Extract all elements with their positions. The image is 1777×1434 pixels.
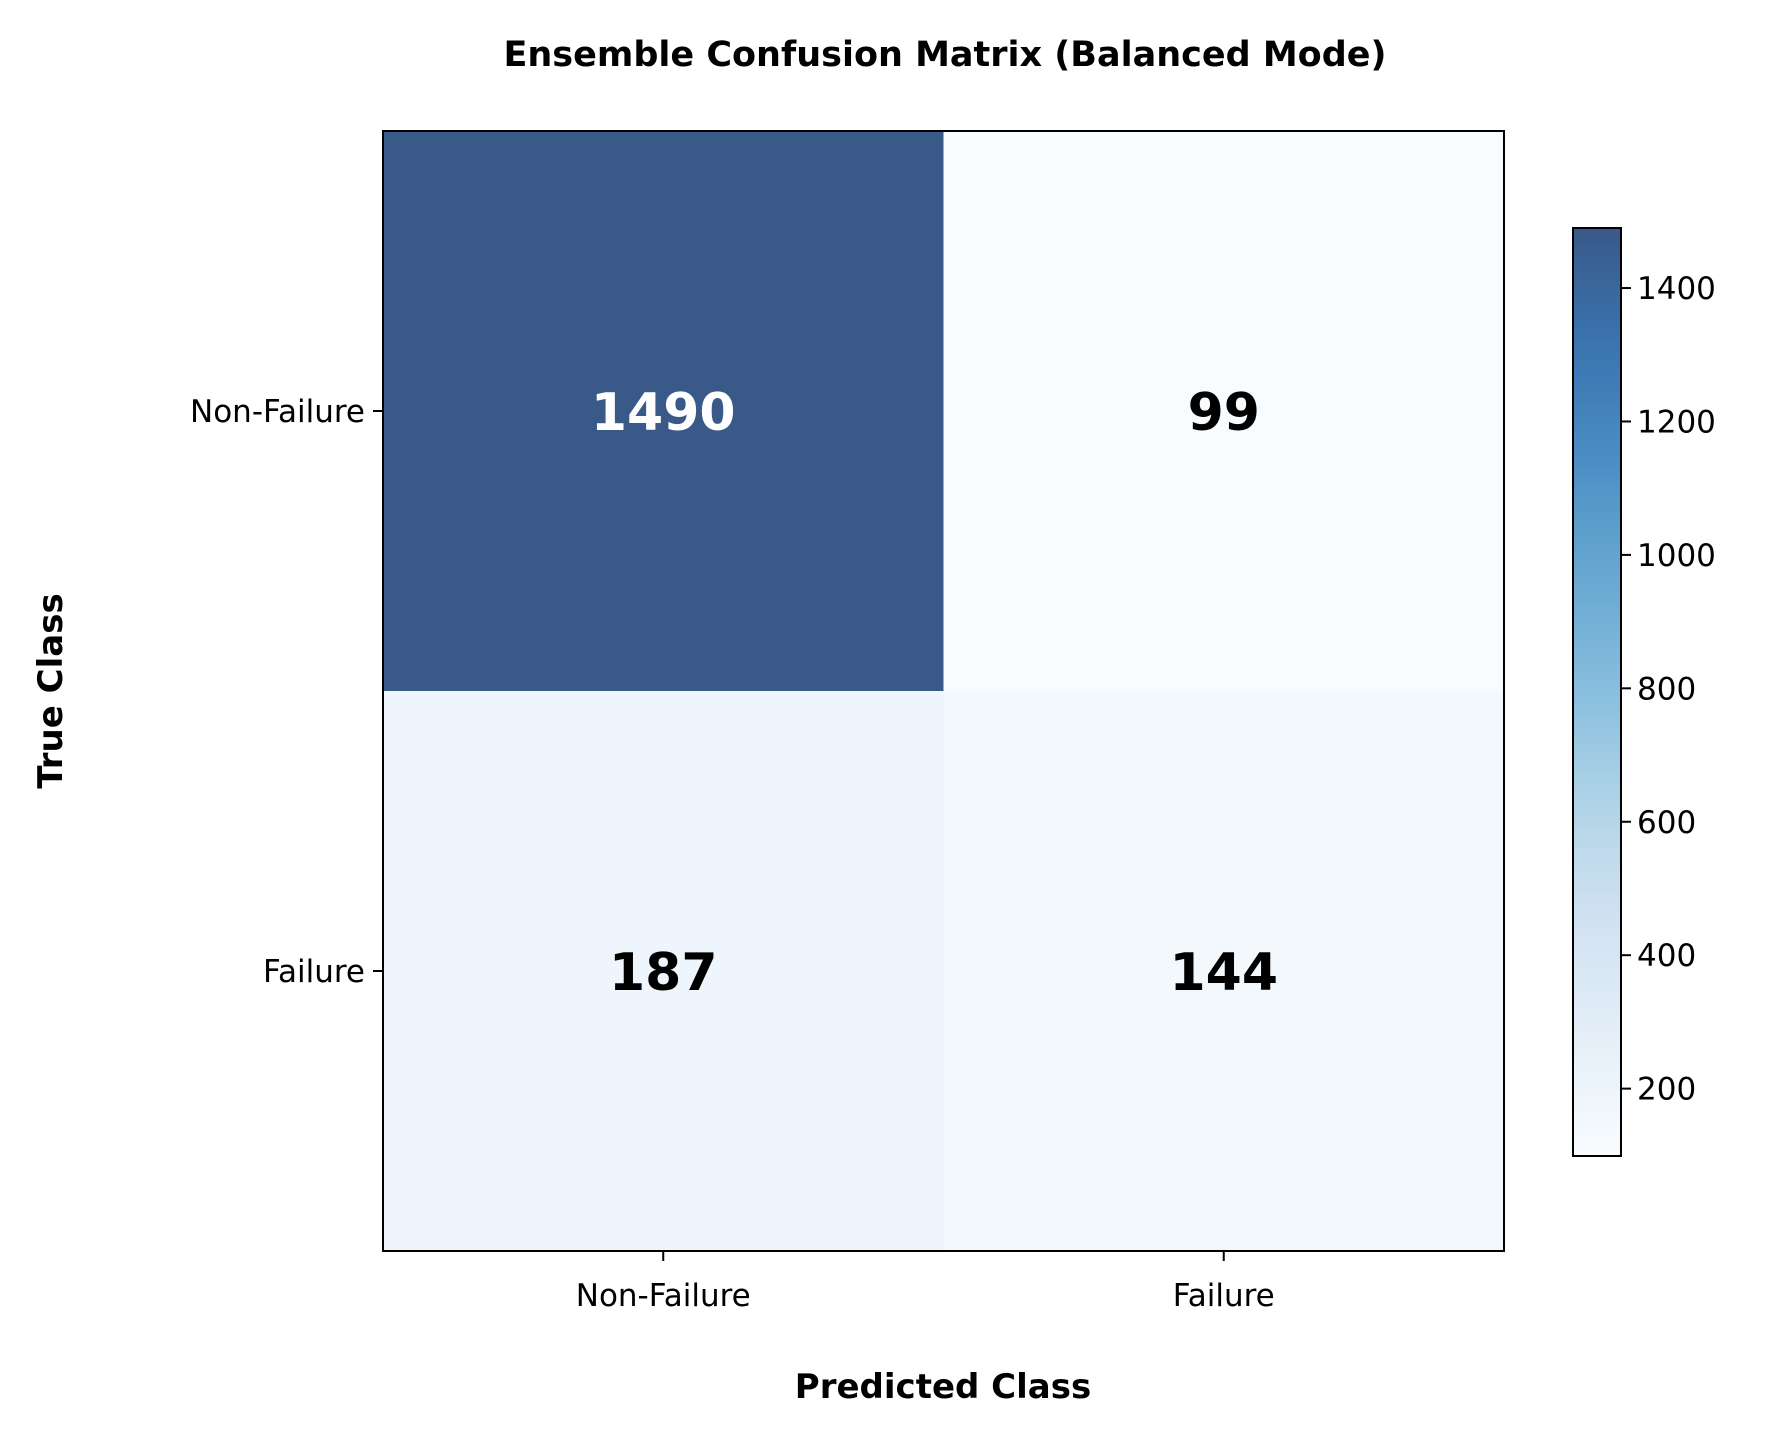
y-tick-label: Failure xyxy=(263,954,365,990)
colorbar-tick-label: 800 xyxy=(1637,671,1696,707)
x-axis-ticks: Non-Failure Failure xyxy=(576,1251,1275,1314)
colorbar-tick-label: 1000 xyxy=(1637,538,1716,574)
cell-value-label: 144 xyxy=(1169,943,1278,1003)
heatmap-cell xyxy=(383,691,944,1252)
heatmap-cell xyxy=(943,131,1505,692)
colorbar-ticks: 200 400 600 800 1000 1200 1400 xyxy=(1621,271,1716,1108)
heatmap-frame xyxy=(382,130,1505,1252)
colorbar-tick-label: 1400 xyxy=(1637,271,1716,307)
y-axis-ticks: Non-Failure Failure xyxy=(190,394,383,990)
x-tick-label: Failure xyxy=(1173,1278,1275,1314)
heatmap-cell xyxy=(943,691,1505,1252)
colorbar-tick-label: 400 xyxy=(1637,938,1696,974)
heatmap-cell xyxy=(383,131,944,692)
colorbar-gradient xyxy=(1572,227,1622,1157)
cell-value-label: 1490 xyxy=(591,383,736,443)
chart-title: Ensemble Confusion Matrix (Balanced Mode… xyxy=(503,35,1386,75)
cell-value-label: 187 xyxy=(609,943,718,1003)
cell-value-label: 99 xyxy=(1188,383,1260,443)
colorbar: 200 400 600 800 1000 1200 1400 xyxy=(1572,227,1716,1157)
colorbar-tick-label: 600 xyxy=(1637,805,1696,841)
y-tick-label: Non-Failure xyxy=(190,394,365,430)
heatmap-cell-labels: 1490 99 187 144 xyxy=(591,383,1278,1003)
colorbar-tick-label: 1200 xyxy=(1637,404,1716,440)
heatmap-cells xyxy=(383,131,1505,1252)
x-axis-label: Predicted Class xyxy=(795,1367,1091,1407)
y-axis-label: True Class xyxy=(31,593,71,788)
x-tick-label: Non-Failure xyxy=(576,1278,751,1314)
colorbar-tick-label: 200 xyxy=(1637,1072,1696,1108)
